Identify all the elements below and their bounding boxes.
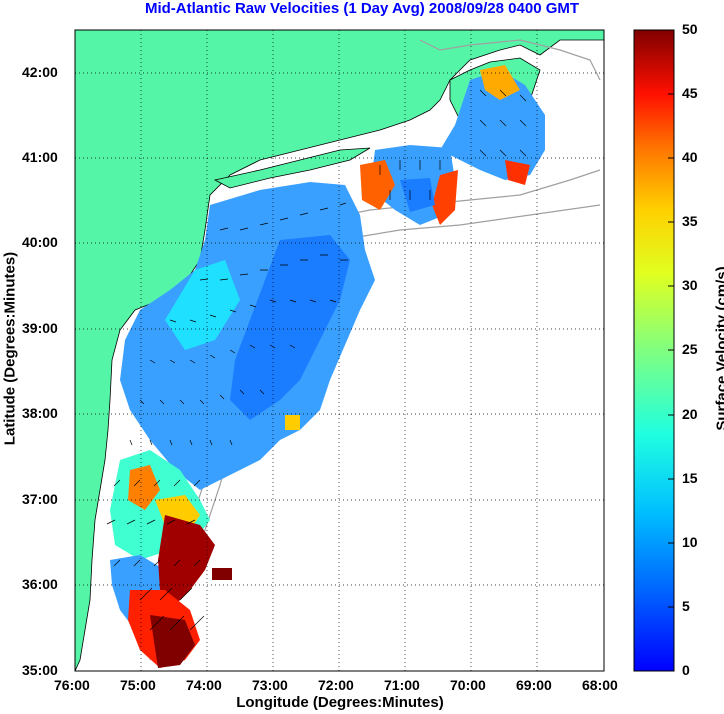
- colorbar-label: Surface Velocity (cm/s): [713, 266, 724, 431]
- colorbar-tick-label: 45: [682, 85, 698, 101]
- colorbar-tick-label: 30: [682, 277, 698, 293]
- velocity-field: [110, 65, 545, 668]
- colorbar-tick-label: 25: [682, 341, 698, 357]
- y-tick-label: 36:00: [22, 576, 58, 592]
- x-axis-label: Longitude (Degrees:Minutes): [236, 694, 444, 711]
- y-tick-label: 42:00: [22, 64, 58, 80]
- grid: [75, 30, 604, 671]
- y-tick-label: 35:00: [22, 662, 58, 678]
- x-tick-label: 69:00: [516, 677, 552, 693]
- velocity-vectors: [106, 89, 527, 631]
- colorbar-tick-label: 5: [682, 598, 690, 614]
- colorbar-tick-label: 20: [682, 406, 698, 422]
- y-tick-label: 40:00: [22, 234, 58, 250]
- colorbar-ticks: [668, 29, 674, 672]
- colorbar-tick-label: 10: [682, 534, 698, 550]
- x-tick-label: 76:00: [54, 677, 90, 693]
- x-tick-label: 74:00: [186, 677, 222, 693]
- x-tick-label: 68:00: [582, 677, 618, 693]
- y-tick-label: 41:00: [22, 149, 58, 165]
- map-title: Mid-Atlantic Raw Velocities (1 Day Avg) …: [144, 0, 580, 17]
- colorbar-tick-label: 0: [682, 662, 690, 678]
- y-tick-label: 39:00: [22, 320, 58, 336]
- x-tick-label: 71:00: [384, 677, 420, 693]
- x-tick-label: 72:00: [318, 677, 354, 693]
- plot-frame: [74, 29, 605, 672]
- colorbar: [633, 29, 675, 672]
- colorbar-tick-label: 35: [682, 213, 698, 229]
- x-tick-label: 75:00: [120, 677, 156, 693]
- colorbar-tick-label: 50: [682, 21, 698, 37]
- y-tick-label: 37:00: [22, 491, 58, 507]
- y-tick-label: 38:00: [22, 405, 58, 421]
- colorbar-tick-label: 40: [682, 149, 698, 165]
- x-tick-label: 70:00: [450, 677, 486, 693]
- y-axis-label: Latitude (Degrees:Minutes): [1, 251, 19, 446]
- x-tick-label: 73:00: [252, 677, 288, 693]
- colorbar-tick-label: 15: [682, 470, 698, 486]
